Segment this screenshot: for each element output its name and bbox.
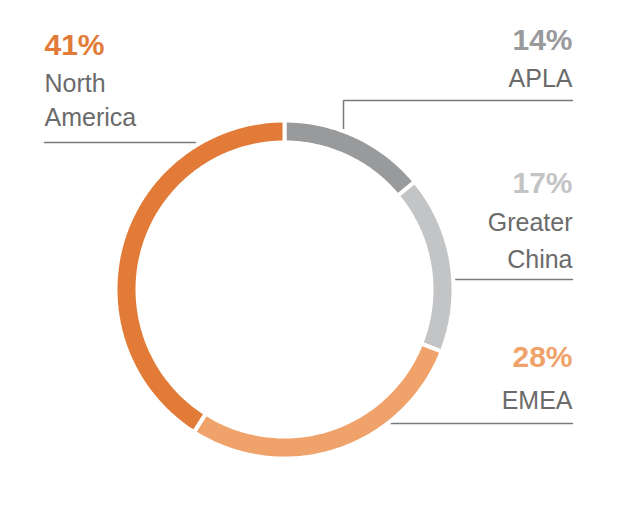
svg-text:North: North (45, 69, 106, 97)
svg-text:China: China (507, 245, 572, 273)
svg-text:EMEA: EMEA (502, 386, 573, 414)
svg-text:APLA: APLA (509, 64, 573, 92)
svg-text:17%: 17% (512, 166, 572, 199)
svg-text:41%: 41% (45, 28, 105, 61)
svg-text:28%: 28% (512, 340, 572, 373)
svg-text:America: America (45, 103, 137, 131)
svg-text:Greater: Greater (488, 208, 573, 236)
svg-text:14%: 14% (512, 23, 572, 56)
